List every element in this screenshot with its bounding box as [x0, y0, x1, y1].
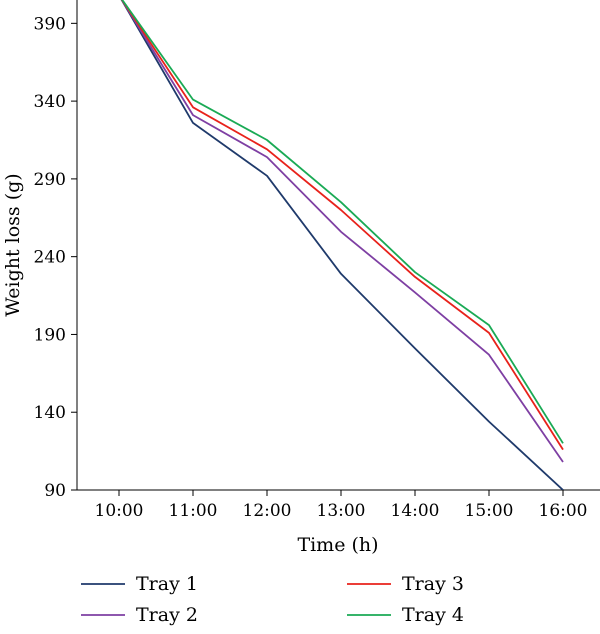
x-tick-label: 11:00: [169, 501, 218, 521]
legend-label-tray-2: Tray 2: [136, 604, 198, 626]
x-tick-label: 13:00: [317, 501, 366, 521]
legend-label-tray-4: Tray 4: [402, 604, 464, 626]
x-tick-label: 15:00: [465, 501, 514, 521]
series-lines: [120, 0, 564, 490]
y-axis-title: Weight loss (g): [2, 173, 24, 316]
legend-label-tray-1: Tray 1: [136, 573, 198, 595]
series-line-tray-2: [120, 0, 564, 463]
y-tick-label: 90: [44, 481, 66, 501]
legend-label-tray-3: Tray 3: [402, 573, 464, 595]
series-line-tray-4: [121, 0, 564, 444]
x-tick-label: 14:00: [391, 501, 440, 521]
series-line-tray-1: [120, 0, 564, 490]
legend: Tray 1 Tray 2 Tray 3 Tray 4: [81, 573, 464, 626]
plot-frame: [76, 0, 600, 491]
y-tick-label: 190: [34, 325, 66, 345]
y-tick-label: 240: [34, 248, 66, 268]
y-tick-label: 140: [34, 403, 66, 423]
series-line-tray-3: [121, 0, 564, 451]
y-tick-label: 340: [34, 92, 66, 112]
x-tick-label: 16:00: [539, 501, 588, 521]
y-axis-ticks: 90 140 190 240 290 340 390: [34, 14, 77, 501]
x-tick-label: 12:00: [243, 501, 292, 521]
x-axis-title: Time (h): [297, 534, 378, 556]
x-axis-ticks: 10:00 11:00 12:00 13:00 14:00 15:00 16:00: [95, 490, 588, 521]
x-tick-label: 10:00: [95, 501, 144, 521]
y-tick-label: 390: [34, 14, 66, 34]
y-tick-label: 290: [34, 170, 66, 190]
